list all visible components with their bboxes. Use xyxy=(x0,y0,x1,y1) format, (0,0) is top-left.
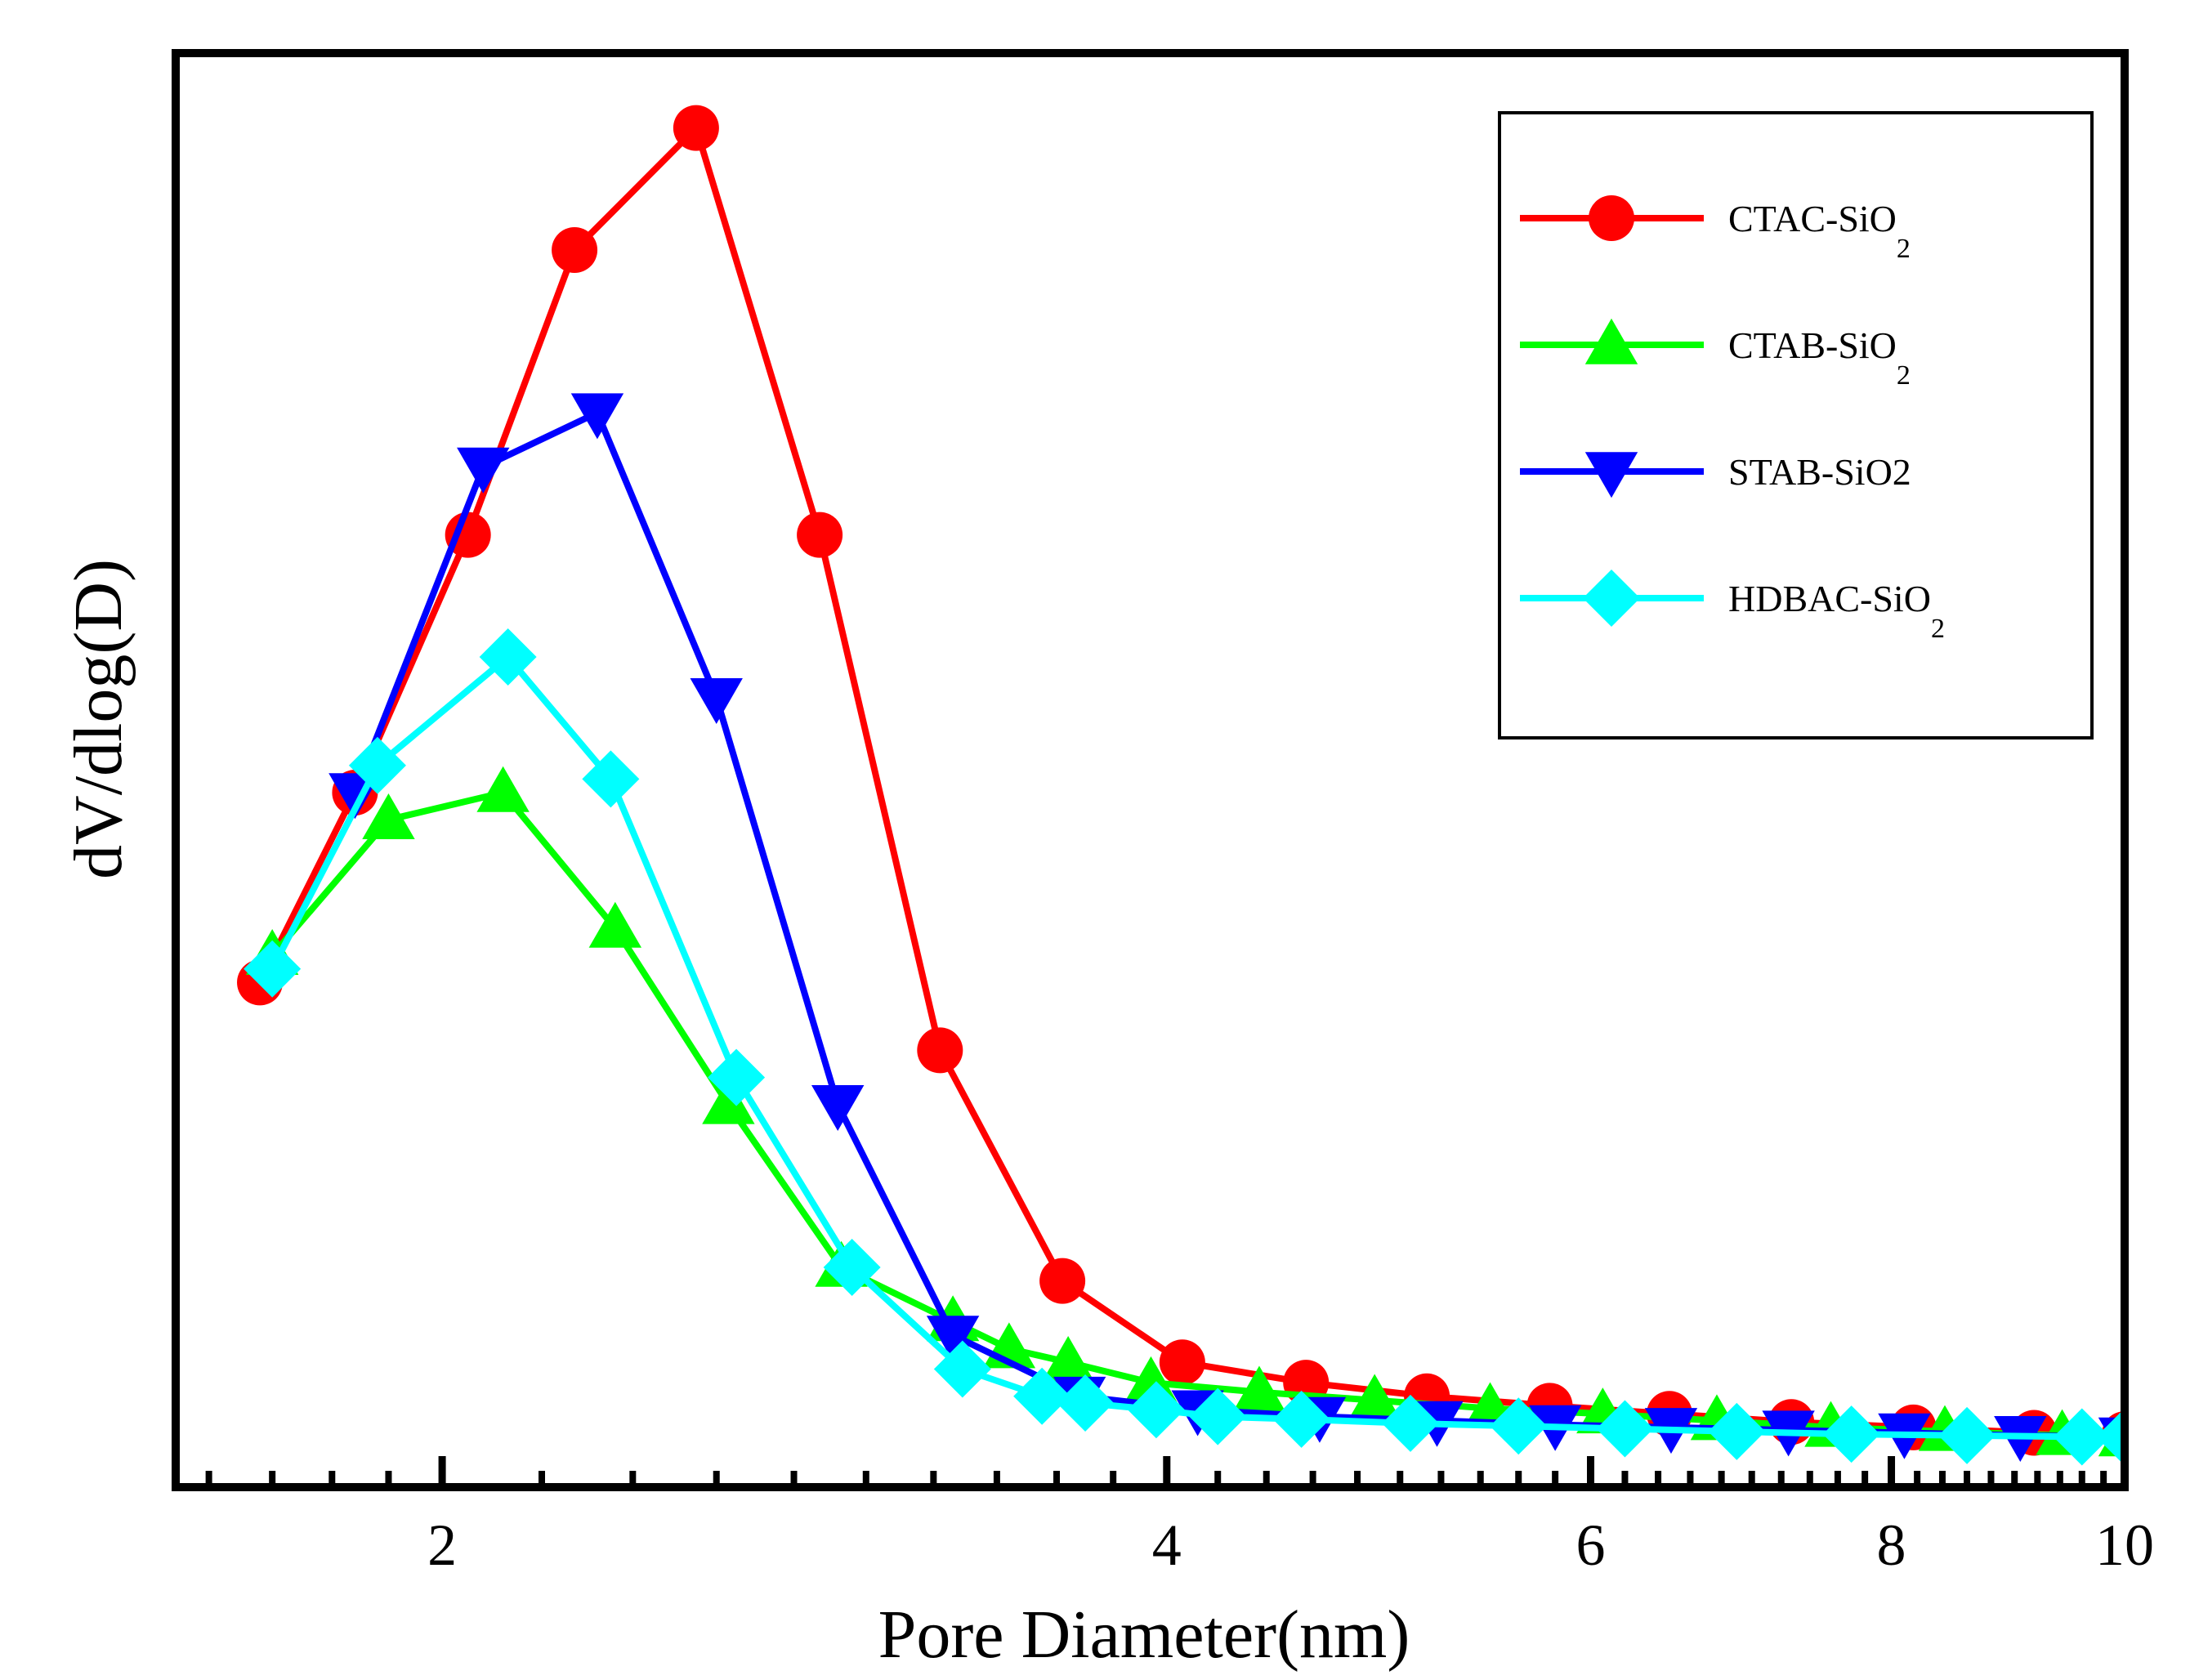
data-point-ctab-sio2 xyxy=(1041,1336,1095,1382)
data-point-hdbac-sio2 xyxy=(1938,1406,1996,1464)
x-axis-ticks: 2 4 6 8 10 xyxy=(205,1456,2154,1578)
data-point-hdbac-sio2 xyxy=(1596,1400,1654,1458)
data-point-hdbac-sio2 xyxy=(479,628,537,686)
data-point-hdbac-sio2 xyxy=(823,1239,881,1296)
data-point-ctab-sio2 xyxy=(1348,1374,1401,1420)
x-tick-label: 2 xyxy=(427,1512,457,1578)
data-point-hdbac-sio2 xyxy=(1057,1374,1115,1432)
legend-label-subscript: 2 xyxy=(1931,614,1945,644)
legend-item-ctac-sio2: CTAC-SiO2 xyxy=(1520,195,1911,264)
data-point-hdbac-sio2 xyxy=(1272,1390,1330,1448)
legend-label-main: CTAC-SiO xyxy=(1728,198,1897,239)
data-point-ctab-sio2 xyxy=(702,1078,755,1124)
legend-marker xyxy=(1584,452,1638,498)
data-point-ctab-sio2 xyxy=(1232,1365,1286,1412)
legend-label-main: HDBAC-SiO xyxy=(1728,578,1931,619)
data-point-hdbac-sio2 xyxy=(348,736,406,794)
legend-label-subscript: 2 xyxy=(1897,360,1911,391)
data-point-hdbac-sio2 xyxy=(933,1340,991,1398)
series-hdbac-sio2 xyxy=(244,628,2125,1466)
legend-marker xyxy=(1584,318,1638,364)
data-point-ctac-sio2 xyxy=(917,1027,963,1074)
data-point-hdbac-sio2 xyxy=(2096,1408,2125,1466)
data-point-hdbac-sio2 xyxy=(582,750,640,808)
data-point-ctac-sio2 xyxy=(1159,1339,1205,1386)
x-tick-label: 8 xyxy=(1877,1512,1906,1578)
data-point-hdbac-sio2 xyxy=(1382,1394,1439,1452)
legend-marker xyxy=(1589,195,1634,241)
legend-label: CTAB-SiO2 xyxy=(1728,324,1911,391)
legend-label: STAB-SiO2 xyxy=(1728,451,1911,493)
plot-frame xyxy=(172,49,2129,1491)
x-tick-label: 10 xyxy=(2095,1512,2154,1578)
data-point-stab-sio2 xyxy=(926,1316,980,1362)
data-point-stab-sio2 xyxy=(811,1085,865,1131)
series-layer xyxy=(237,105,2125,1466)
x-tick-label: 4 xyxy=(1152,1512,1182,1578)
data-point-hdbac-sio2 xyxy=(244,940,302,998)
data-point-ctac-sio2 xyxy=(797,512,843,558)
legend-marker xyxy=(1583,570,1640,627)
legend-label-subscript: 2 xyxy=(1897,234,1911,264)
data-point-ctac-sio2 xyxy=(1039,1258,1086,1304)
y-axis-title: dV/dlog(D) xyxy=(60,559,136,879)
legend-item-stab-sio2: STAB-SiO2 xyxy=(1520,451,1911,498)
data-point-ctab-sio2 xyxy=(588,901,642,948)
data-point-stab-sio2 xyxy=(570,393,624,440)
legend-label-main: CTAB-SiO xyxy=(1728,324,1897,366)
legend-item-ctab-sio2: CTAB-SiO2 xyxy=(1520,318,1911,391)
legend-label: CTAC-SiO2 xyxy=(1728,198,1911,264)
data-point-ctab-sio2 xyxy=(476,766,530,812)
data-point-ctac-sio2 xyxy=(673,105,719,151)
x-axis-title: Pore Diameter(nm) xyxy=(878,1597,1410,1673)
legend-label: HDBAC-SiO2 xyxy=(1728,578,1945,644)
legend-label-main: STAB-SiO2 xyxy=(1728,451,1911,493)
series-ctac-sio2 xyxy=(237,105,2125,1458)
data-point-ctac-sio2 xyxy=(445,512,491,558)
data-point-ctac-sio2 xyxy=(552,227,598,273)
x-tick-label: 6 xyxy=(1576,1512,1606,1578)
data-point-stab-sio2 xyxy=(690,678,743,724)
data-point-hdbac-sio2 xyxy=(2053,1408,2111,1466)
legend-item-hdbac-sio2: HDBAC-SiO2 xyxy=(1520,570,1945,644)
data-point-hdbac-sio2 xyxy=(1127,1381,1185,1439)
data-point-hdbac-sio2 xyxy=(708,1048,766,1106)
data-point-hdbac-sio2 xyxy=(1013,1367,1071,1425)
data-point-stab-sio2 xyxy=(457,447,510,494)
data-point-hdbac-sio2 xyxy=(1490,1397,1548,1455)
data-point-hdbac-sio2 xyxy=(1708,1402,1766,1460)
data-point-hdbac-sio2 xyxy=(1189,1387,1247,1445)
data-point-hdbac-sio2 xyxy=(1822,1405,1880,1463)
data-point-ctab-sio2 xyxy=(362,793,415,839)
